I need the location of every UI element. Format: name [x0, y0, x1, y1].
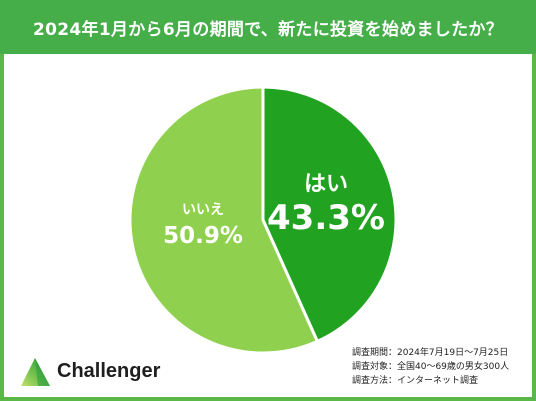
survey-notes: 調査期間：2024年7月19日～7月25日 調査対象：全国40～69歳の男女30… [352, 346, 509, 388]
pie-slice-yes [261, 85, 398, 343]
logo: Challenger [21, 356, 160, 387]
slice-value-yes: 43.3% [267, 198, 385, 238]
logo-text: Challenger [57, 360, 161, 382]
survey-target: 調査対象：全国40～69歳の男女300人 [352, 362, 510, 372]
slice-label-yes: はい [304, 172, 348, 197]
slice-value-no: 50.9% [163, 223, 243, 249]
triangle-logo-icon [21, 357, 50, 386]
pie-slice-no [128, 85, 319, 355]
header-bar: 2024年1月から6月の期間で、新たに投資を始めましたか？ [0, 0, 536, 54]
slice-label-no: いいえ [182, 202, 224, 218]
survey-period: 調査期間：2024年7月19日～7月25日 [352, 348, 509, 358]
page-title: 2024年1月から6月の期間で、新たに投資を始めましたか？ [33, 19, 503, 40]
pie-chart: はい 43.3% いいえ 50.9% [128, 85, 398, 355]
survey-method: 調査方法：インターネット調査 [352, 376, 479, 386]
